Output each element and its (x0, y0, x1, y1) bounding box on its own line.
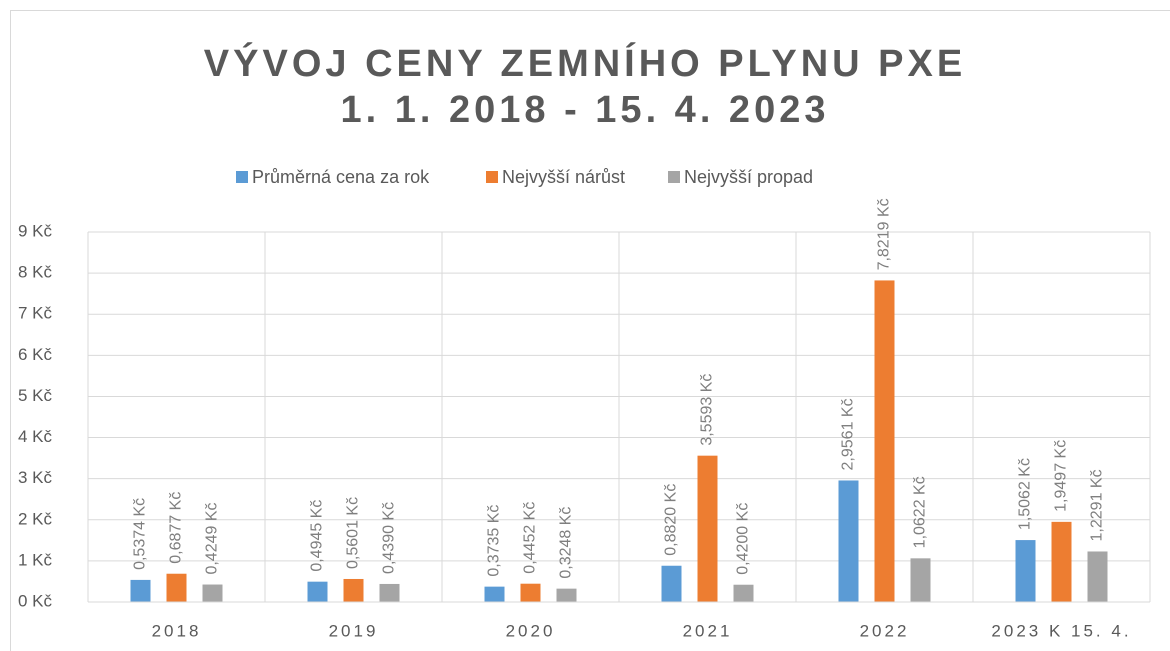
legend-label: Nejvyšší nárůst (502, 167, 625, 187)
bar (910, 558, 931, 602)
value-label: 1,9497 Kč (1053, 440, 1070, 512)
bar (484, 586, 505, 602)
y-tick-label: 7 Kč (18, 304, 53, 323)
chart-frame (10, 10, 1170, 651)
bar (379, 583, 400, 602)
bar (874, 280, 895, 602)
bar (1015, 540, 1036, 602)
y-tick-label: 6 Kč (18, 345, 53, 364)
bar (343, 578, 364, 602)
y-tick-label: 2 Kč (18, 509, 53, 528)
bar (307, 581, 328, 602)
y-tick-label: 3 Kč (18, 468, 53, 487)
value-label: 7,8219 Kč (876, 198, 893, 270)
bar (838, 480, 859, 602)
legend-swatch (486, 171, 498, 183)
value-label: 0,4452 Kč (522, 502, 539, 574)
bar (733, 584, 754, 602)
value-label: 0,8820 Kč (663, 484, 680, 556)
legend-label: Průměrná cena za rok (252, 167, 430, 187)
y-tick-label: 4 Kč (18, 427, 53, 446)
x-tick-label: 2019 (329, 621, 379, 640)
bar (1087, 551, 1108, 602)
legend-label: Nejvyšší propad (684, 167, 813, 187)
y-tick-label: 1 Kč (18, 550, 53, 569)
y-tick-label: 5 Kč (18, 386, 53, 405)
value-label: 0,4200 Kč (735, 503, 752, 575)
x-tick-label: 2023 K 15. 4. (991, 621, 1131, 640)
value-label: 0,6877 Kč (168, 492, 185, 564)
value-label: 0,5374 Kč (132, 498, 149, 570)
bar (1051, 521, 1072, 602)
y-tick-label: 8 Kč (18, 263, 53, 282)
value-label: 0,3248 Kč (558, 507, 575, 579)
x-tick-label: 2020 (506, 621, 556, 640)
value-label: 1,2291 Kč (1089, 469, 1106, 541)
legend-swatch (236, 171, 248, 183)
x-tick-label: 2022 (860, 621, 910, 640)
value-label: 0,4390 Kč (381, 502, 398, 574)
legend-swatch (668, 171, 680, 183)
value-label: 3,5593 Kč (699, 374, 716, 446)
bar (166, 573, 187, 602)
value-label: 2,9561 Kč (840, 398, 857, 470)
value-label: 0,5601 Kč (345, 497, 362, 569)
value-label: 0,3735 Kč (486, 505, 503, 577)
x-tick-label: 2018 (152, 621, 202, 640)
x-tick-label: 2021 (683, 621, 733, 640)
y-tick-label: 0 Kč (18, 591, 53, 610)
bar (520, 583, 541, 602)
bar (556, 588, 577, 602)
bar (697, 455, 718, 602)
y-tick-label: 9 Kč (18, 221, 53, 240)
bar (130, 579, 151, 602)
value-label: 1,5062 Kč (1017, 458, 1034, 530)
value-label: 1,0622 Kč (912, 476, 929, 548)
bar (202, 584, 223, 602)
value-label: 0,4945 Kč (309, 500, 326, 572)
bar (661, 565, 682, 602)
value-label: 0,4249 Kč (204, 502, 221, 574)
chart-subtitle: 1. 1. 2018 - 15. 4. 2023 (341, 89, 830, 131)
chart-title: VÝVOJ CENY ZEMNÍHO PLYNU PXE (204, 41, 966, 85)
